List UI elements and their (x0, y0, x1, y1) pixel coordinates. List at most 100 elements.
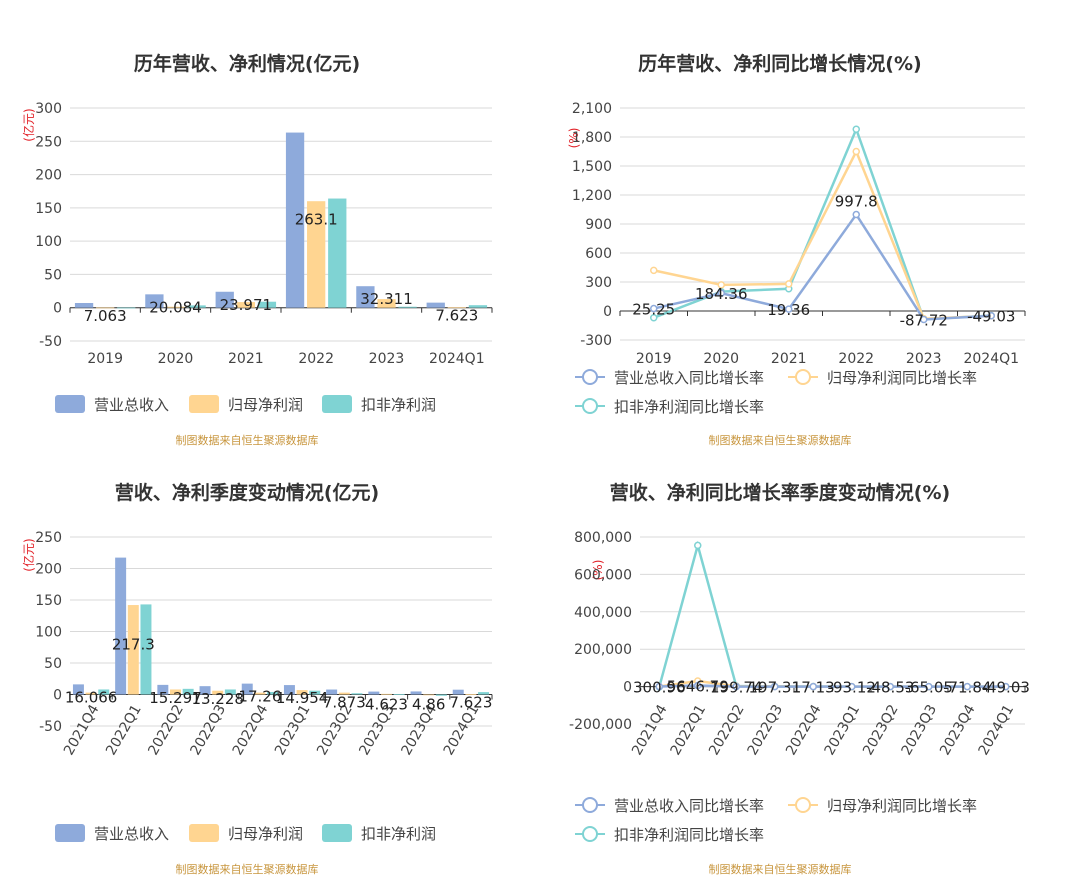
bar-parent_net (236, 302, 255, 308)
point-revenue (963, 682, 971, 691)
data-label: 19.36 (767, 301, 810, 319)
bar-parent_net (338, 692, 350, 695)
y-tick-label: 50 (44, 656, 62, 672)
bar-deducted_net (98, 689, 110, 695)
y-tick-label: 0 (53, 688, 62, 704)
y-tick-label: 150 (35, 593, 62, 609)
legend-swatch (322, 824, 352, 842)
chart-quarterly-growth: 营收、净利同比增长率季度变动情况(%) (%) -200,000 0 200,000 40… (569, 481, 1030, 876)
bar-deducted_net (257, 301, 277, 308)
point-revenue (650, 304, 658, 313)
bar-deducted_net (182, 688, 194, 695)
y-tick-label: 100 (35, 234, 62, 250)
bar-parent_net (296, 690, 308, 695)
point-parent_net (650, 266, 658, 275)
bar-parent_net (423, 694, 435, 696)
bar-deducted_net (393, 694, 405, 695)
point-revenue (694, 681, 702, 690)
legend-label: 归母净利润 (228, 825, 303, 843)
legend-label: 营业总收入 (94, 396, 169, 414)
bar-revenue (410, 691, 422, 695)
x-tick-label: 2023Q1 (272, 702, 314, 758)
y-tick-label: 1,500 (572, 159, 612, 175)
legend-swatch (55, 824, 85, 842)
x-tick-label: 2021 (228, 351, 264, 367)
bar-deducted_net (435, 694, 447, 696)
point-revenue (785, 305, 793, 313)
y-tick-label: 300 (35, 101, 62, 117)
bar-parent_net (381, 693, 392, 695)
bar-deducted_net (187, 305, 206, 308)
bar-revenue (157, 684, 169, 695)
y-tick-label: 800,000 (574, 530, 632, 546)
point-parent_net (717, 281, 725, 289)
x-tick-label: 2022Q2 (145, 702, 187, 758)
source-note: 制图数据来自恒生聚源数据库 (176, 433, 319, 447)
source-note: 制图数据来自恒生聚源数据库 (709, 862, 852, 876)
bar-deducted_net (309, 690, 321, 695)
y-tick-label: 0 (53, 301, 62, 317)
legend-label: 扣非净利润同比增长率 (614, 398, 764, 416)
y-tick-label: 600 (585, 246, 612, 262)
point-deducted_net (694, 541, 702, 550)
legend-label: 营业总收入 (94, 825, 169, 843)
legend-swatch (55, 395, 85, 413)
legend-label: 扣非净利润 (361, 396, 436, 414)
data-label: 263.1 (295, 211, 338, 229)
y-tick-label: 200 (35, 562, 62, 578)
x-tick-label: 2022Q3 (188, 702, 230, 758)
y-tick-label: 0 (623, 680, 632, 696)
x-tick-label: 2024Q1 (429, 351, 485, 367)
legend-marker (582, 398, 598, 414)
data-label: 4.86 (412, 695, 445, 713)
bar-deducted_net (117, 307, 136, 309)
x-tick-label: 2022Q1 (668, 702, 710, 758)
chart-quarterly-values: 营收、净利季度变动情况(亿元) (亿元) -50 0 50 100 150 200 250 202… (21, 481, 493, 876)
bar-revenue (356, 286, 375, 308)
chart-title: 历年营收、净利情况(亿元) (134, 52, 360, 75)
legend-swatch (189, 824, 219, 842)
point-revenue (717, 289, 725, 297)
legend-marker (582, 797, 598, 813)
y-tick-label: 1,800 (572, 130, 612, 146)
y-tick-label: -300 (580, 333, 612, 349)
bar-parent_net (465, 694, 477, 695)
point-deducted_net (650, 314, 658, 322)
bar-parent_net (377, 299, 396, 308)
bar-deducted_net (140, 604, 152, 695)
bar-revenue (326, 689, 338, 695)
x-tick-label: 2023Q3 (899, 702, 941, 758)
y-tick-label: 2,100 (572, 101, 612, 117)
chart-title: 营收、净利季度变动情况(亿元) (115, 481, 379, 504)
x-tick-label: 2023Q1 (822, 702, 864, 758)
data-label: 184.36 (695, 285, 748, 303)
legend-marker (582, 826, 598, 842)
data-label: 25.25 (632, 301, 675, 319)
legend-label: 归母净利润同比增长率 (827, 797, 977, 815)
x-tick-label: 2023 (906, 351, 942, 367)
data-label: 197.31 (749, 679, 802, 697)
x-tick-label: 2024Q1 (963, 351, 1019, 367)
data-label: 13.228 (191, 690, 244, 708)
legend-label: 营业总收入同比增长率 (614, 797, 764, 815)
y-tick-label: 300 (585, 275, 612, 291)
data-label: -65.05 (905, 679, 953, 697)
y-tick-label: 250 (35, 530, 62, 546)
data-label: 7.873 (323, 694, 366, 712)
y-tick-label: -50 (39, 719, 62, 735)
data-label: 5646.79 (667, 678, 729, 696)
point-revenue (655, 682, 663, 691)
point-revenue (987, 311, 995, 320)
x-tick-label: 2022Q1 (103, 702, 145, 758)
y-tick-label: 600,000 (574, 567, 632, 583)
point-deducted_net (852, 125, 860, 134)
legend-label: 营业总收入同比增长率 (614, 369, 764, 387)
bar-parent_net (127, 605, 139, 695)
data-label: 17.13 (792, 679, 835, 697)
point-revenue (925, 682, 933, 691)
data-label: 20.084 (149, 298, 202, 316)
source-note: 制图数据来自恒生聚源数据库 (176, 862, 319, 876)
point-parent_net (785, 280, 793, 288)
legend-swatch (322, 395, 352, 413)
